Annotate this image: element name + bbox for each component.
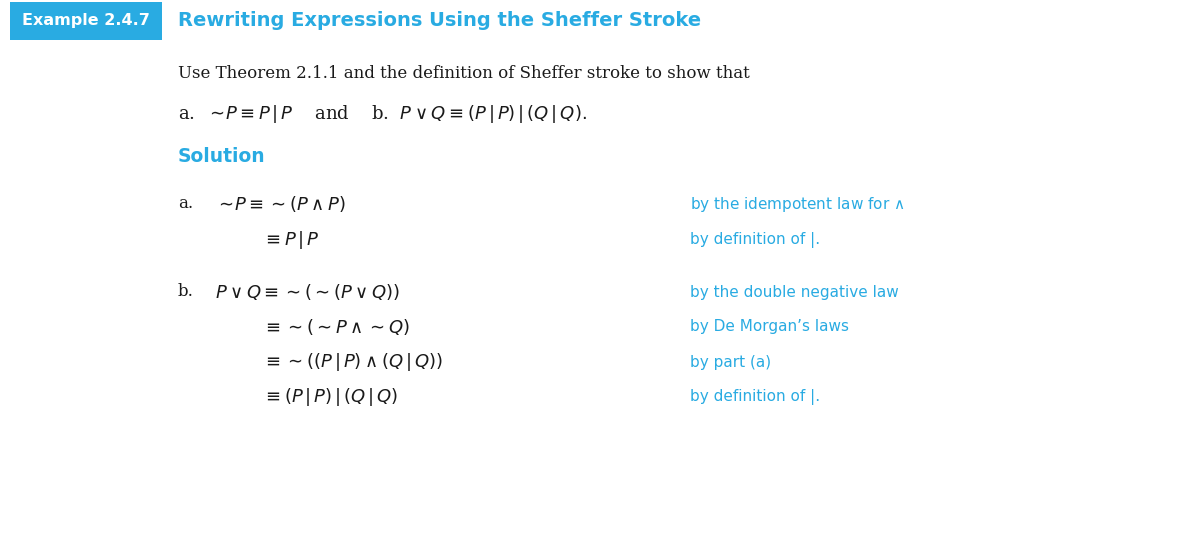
Text: $\equiv {\sim}((P\,|\,P) \wedge (Q\,|\,Q))$: $\equiv {\sim}((P\,|\,P) \wedge (Q\,|\,Q… [262,351,443,373]
Text: $\sim\!P \equiv {\sim}(P \wedge P)$: $\sim\!P \equiv {\sim}(P \wedge P)$ [215,194,346,214]
Text: a.  $\sim\!P \equiv P\,|\,P$    and    b.  $P \vee Q \equiv (P\,|\,P)\,|\,(Q\,|\: a. $\sim\!P \equiv P\,|\,P$ and b. $P \v… [178,103,587,125]
Text: Example 2.4.7: Example 2.4.7 [22,14,150,29]
Text: Solution: Solution [178,147,265,166]
Text: by definition of |.: by definition of |. [690,389,820,405]
Text: by definition of |.: by definition of |. [690,232,820,248]
Text: a.: a. [178,196,193,212]
Text: $P \vee Q \equiv {\sim}({\sim}(P \vee Q))$: $P \vee Q \equiv {\sim}({\sim}(P \vee Q)… [215,282,401,302]
Text: Use Theorem 2.1.1 and the definition of Sheffer stroke to show that: Use Theorem 2.1.1 and the definition of … [178,66,750,82]
Text: Rewriting Expressions Using the Sheffer Stroke: Rewriting Expressions Using the Sheffer … [178,11,701,30]
FancyBboxPatch shape [10,2,162,40]
Text: by part (a): by part (a) [690,354,772,370]
Text: $\equiv {\sim}({\sim}P \wedge {\sim}Q)$: $\equiv {\sim}({\sim}P \wedge {\sim}Q)$ [262,317,410,337]
Text: $\equiv (P\,|\,P)\,|\,(Q\,|\,Q)$: $\equiv (P\,|\,P)\,|\,(Q\,|\,Q)$ [262,386,398,408]
Text: $\equiv P\,|\,P$: $\equiv P\,|\,P$ [262,229,319,251]
Text: by the idempotent law for $\wedge$: by the idempotent law for $\wedge$ [690,195,905,214]
Text: b.: b. [178,283,194,300]
Text: by De Morgan’s laws: by De Morgan’s laws [690,319,850,334]
Text: by the double negative law: by the double negative law [690,285,899,300]
